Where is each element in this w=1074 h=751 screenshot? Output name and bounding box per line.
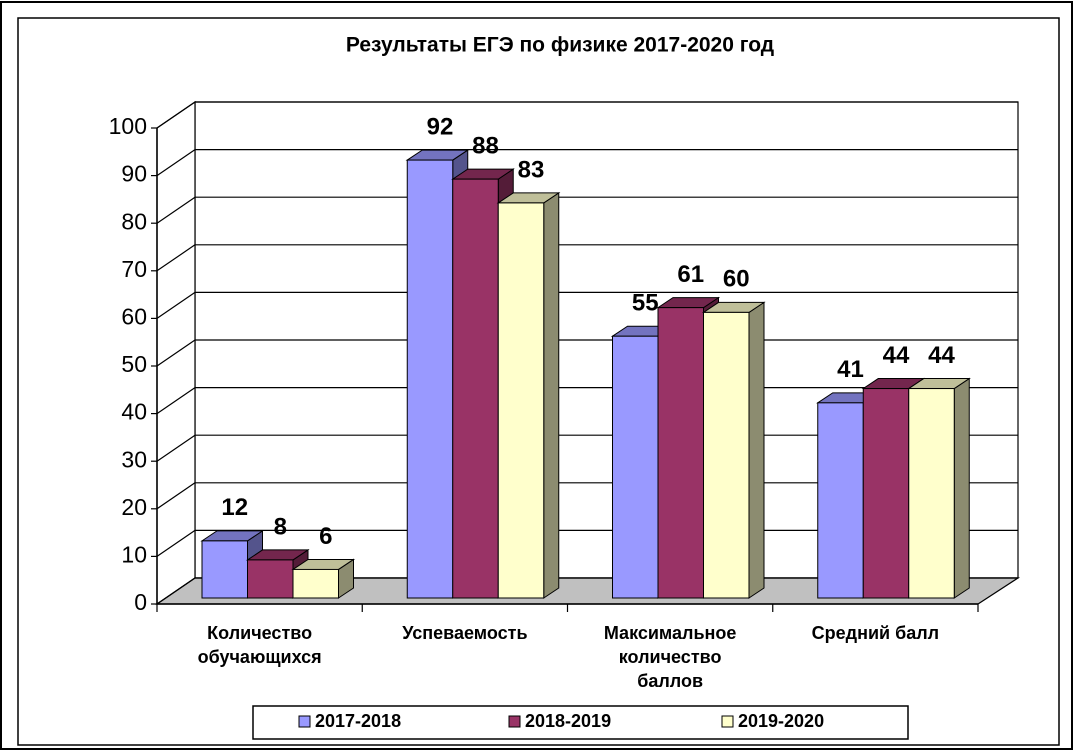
legend-label: 2018-2019	[525, 711, 611, 731]
grid-line-side	[156, 101, 196, 129]
grid-line-side	[156, 149, 196, 177]
data-label: 12	[221, 494, 248, 521]
bar	[291, 558, 356, 599]
x-tick-label: Максимальное количество баллов	[604, 623, 737, 691]
bar	[907, 377, 971, 599]
bar-front	[703, 311, 750, 599]
data-label: 92	[427, 113, 454, 140]
legend-label: 2017-2018	[315, 711, 401, 731]
legend-swatch	[721, 715, 734, 728]
bar-front	[497, 202, 545, 599]
y-tick-label: 0	[134, 589, 147, 615]
y-tick-label: 90	[121, 161, 147, 187]
bar-front	[657, 307, 704, 599]
data-label: 83	[518, 156, 545, 183]
y-tick-label: 40	[121, 399, 147, 425]
y-tick-label: 60	[121, 303, 147, 329]
grid-line-side	[156, 387, 196, 415]
data-label: 60	[723, 266, 750, 293]
bar	[701, 301, 766, 599]
x-tick-label: Средний балл	[812, 623, 939, 643]
bar-front	[452, 178, 499, 599]
bar-front	[201, 540, 248, 599]
x-tick-label: Успеваемость	[402, 623, 527, 643]
grid-line-side	[156, 339, 196, 367]
bar-front	[247, 559, 294, 599]
grid-line-side	[156, 291, 196, 319]
data-label: 55	[632, 290, 659, 317]
legend-swatch	[508, 715, 521, 728]
data-label: 6	[319, 523, 332, 550]
bar-side	[748, 301, 765, 599]
y-tick-label: 70	[121, 256, 147, 282]
y-tick-label: 80	[121, 208, 147, 234]
bar-front	[292, 568, 339, 599]
grid-line-side	[156, 196, 196, 224]
grid-line-side	[156, 434, 196, 462]
bar	[496, 191, 561, 599]
bar-front	[612, 335, 659, 599]
chart-title: Результаты ЕГЭ по физике 2017-2020 год	[346, 34, 774, 57]
bar-front	[908, 388, 955, 599]
grid-line-side	[156, 577, 196, 605]
bar-side	[953, 377, 970, 599]
y-tick-label: 10	[121, 541, 147, 567]
y-tick-label: 20	[121, 494, 147, 520]
data-label: 44	[883, 342, 910, 369]
data-label: 41	[837, 356, 864, 383]
data-label: 44	[928, 342, 955, 369]
grid-line-side	[156, 482, 196, 510]
legend-label: 2019-2020	[738, 711, 824, 731]
grid-line-side	[156, 529, 196, 557]
legend	[252, 705, 909, 740]
y-tick-label: 50	[121, 351, 147, 377]
grid-line-side	[156, 244, 196, 272]
legend-swatch	[298, 715, 311, 728]
x-tick-label: Количество обучающихся	[198, 623, 322, 667]
bar-front	[817, 402, 864, 599]
y-tick-label: 30	[121, 446, 147, 472]
data-label: 8	[274, 513, 287, 540]
y-tick-label: 100	[109, 113, 147, 139]
data-label: 61	[677, 261, 704, 288]
bar-front	[406, 159, 454, 599]
bar-front	[862, 388, 910, 599]
data-label: 88	[472, 132, 499, 159]
bar-side	[543, 191, 560, 599]
